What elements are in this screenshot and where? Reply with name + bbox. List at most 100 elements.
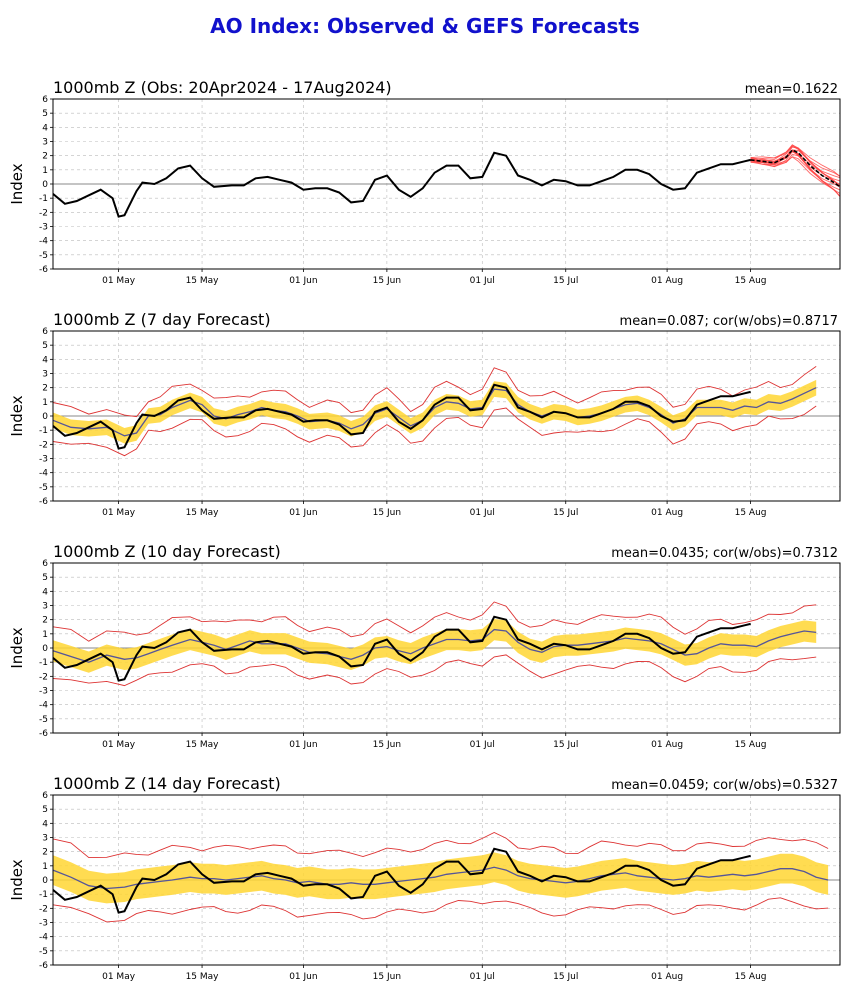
x-tick-label: 15 May <box>186 508 220 518</box>
y-tick-label: 2 <box>42 616 48 626</box>
y-tick-label: -2 <box>39 672 48 682</box>
x-tick-label: 15 Jun <box>373 740 401 750</box>
y-axis-label: Index <box>8 859 26 900</box>
x-tick-label: 01 Jul <box>470 508 495 518</box>
observed-line <box>52 383 751 450</box>
y-tick-label: -1 <box>39 194 48 204</box>
y-tick-label: 0 <box>42 644 48 654</box>
panel-stat: mean=0.0459; cor(w/obs)=0.5327 <box>611 778 838 793</box>
panel-title: 1000mb Z (7 day Forecast) <box>53 310 271 329</box>
y-tick-label: -5 <box>39 483 48 493</box>
plot-frame <box>52 562 841 734</box>
y-tick-label: 1 <box>42 862 48 872</box>
y-tick-label: -3 <box>39 223 48 233</box>
plot-frame <box>52 794 841 966</box>
x-tick-label: 01 May <box>102 972 136 982</box>
y-tick-label: -6 <box>39 265 48 275</box>
x-tick-label: 01 Aug <box>651 740 683 750</box>
panel-14day-forecast: 1000mb Z (14 day Forecast) mean=0.0459; c… <box>8 774 841 982</box>
y-tick-label: -4 <box>39 933 48 943</box>
x-tick-label: 01 Jun <box>289 508 317 518</box>
y-tick-label: 5 <box>42 341 48 351</box>
y-tick-label: -1 <box>39 890 48 900</box>
y-tick-label: 5 <box>42 805 48 815</box>
x-tick-label: 15 Jul <box>553 276 578 286</box>
ensemble-min-line <box>52 405 817 457</box>
panel-title: 1000mb Z (Obs: 20Apr2024 - 17Aug2024) <box>53 78 392 97</box>
y-tick-label: 2 <box>42 384 48 394</box>
x-tick-label: 15 Aug <box>735 972 767 982</box>
y-tick-label: -1 <box>39 658 48 668</box>
x-tick-label: 15 Jul <box>553 508 578 518</box>
x-tick-label: 15 May <box>186 972 220 982</box>
y-tick-label: -6 <box>39 497 48 507</box>
y-tick-label: 4 <box>42 355 48 365</box>
observed-line <box>52 151 751 218</box>
x-tick-label: 01 Aug <box>651 508 683 518</box>
y-tick-label: -5 <box>39 947 48 957</box>
y-axis-label: Index <box>8 627 26 668</box>
y-tick-label: 4 <box>42 123 48 133</box>
spread-band <box>53 852 829 904</box>
x-tick-label: 01 Aug <box>651 972 683 982</box>
panel-title: 1000mb Z (10 day Forecast) <box>53 542 281 561</box>
x-tick-label: 01 Jun <box>289 972 317 982</box>
y-tick-label: 2 <box>42 848 48 858</box>
y-tick-label: -6 <box>39 961 48 971</box>
x-tick-label: 15 Jun <box>373 972 401 982</box>
ensemble-min-line <box>52 654 817 687</box>
y-tick-label: -4 <box>39 701 48 711</box>
y-tick-label: -5 <box>39 251 48 261</box>
x-tick-label: 01 Jun <box>289 276 317 286</box>
forecast-mean-line <box>52 387 817 437</box>
y-tick-label: -2 <box>39 208 48 218</box>
x-tick-label: 15 Jul <box>553 972 578 982</box>
forecast-mean-line <box>52 866 829 890</box>
y-tick-label: 0 <box>42 876 48 886</box>
plot-frame <box>52 330 841 502</box>
y-tick-label: 6 <box>42 559 48 569</box>
y-tick-label: 2 <box>42 152 48 162</box>
y-tick-label: 3 <box>42 602 48 612</box>
y-tick-label: 1 <box>42 630 48 640</box>
y-tick-label: -5 <box>39 715 48 725</box>
y-tick-label: 4 <box>42 819 48 829</box>
y-tick-label: 3 <box>42 138 48 148</box>
spread-band <box>53 379 817 444</box>
panel-stat: mean=0.087; cor(w/obs)=0.8717 <box>620 314 838 329</box>
y-tick-label: 0 <box>42 412 48 422</box>
y-tick-label: -4 <box>39 469 48 479</box>
x-tick-label: 01 May <box>102 508 136 518</box>
ensemble-max-line <box>52 366 817 418</box>
panel-title: 1000mb Z (14 day Forecast) <box>53 774 281 793</box>
y-axis-label: Index <box>8 163 26 204</box>
y-tick-label: 1 <box>42 166 48 176</box>
y-tick-label: -3 <box>39 919 48 929</box>
x-tick-label: 01 Jun <box>289 740 317 750</box>
x-tick-label: 15 May <box>186 740 220 750</box>
y-tick-label: 5 <box>42 109 48 119</box>
x-tick-label: 15 Aug <box>735 740 767 750</box>
ensemble-member-line <box>750 149 841 188</box>
spread-band <box>53 619 817 673</box>
x-tick-label: 15 Aug <box>735 508 767 518</box>
y-tick-label: 6 <box>42 95 48 105</box>
panel-10day-forecast: 1000mb Z (10 day Forecast) mean=0.0435; c… <box>8 542 841 750</box>
y-tick-label: 4 <box>42 587 48 597</box>
y-tick-label: -2 <box>39 904 48 914</box>
y-tick-label: -4 <box>39 237 48 247</box>
y-axis-label: Index <box>8 395 26 436</box>
y-tick-label: -3 <box>39 687 48 697</box>
ensemble-min-line <box>52 897 829 923</box>
x-tick-label: 15 Jun <box>373 276 401 286</box>
y-tick-label: 5 <box>42 573 48 583</box>
x-tick-label: 01 Jul <box>470 740 495 750</box>
y-tick-label: 3 <box>42 370 48 380</box>
x-tick-label: 15 May <box>186 276 220 286</box>
x-tick-label: 01 Aug <box>651 276 683 286</box>
x-tick-label: 15 Jun <box>373 508 401 518</box>
plot-frame <box>52 98 841 270</box>
y-tick-label: -2 <box>39 440 48 450</box>
x-tick-label: 15 Aug <box>735 276 767 286</box>
